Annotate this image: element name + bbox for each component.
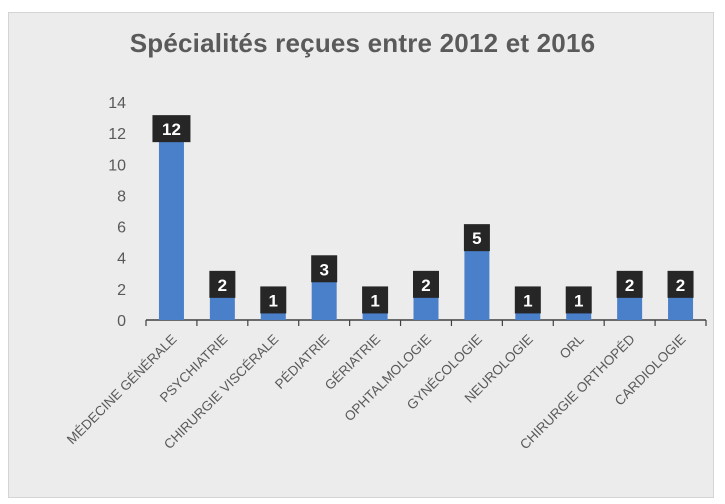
y-tick-label: 6 [117, 220, 126, 237]
data-label: 2 [625, 276, 634, 295]
data-label: 1 [370, 291, 379, 310]
data-label-box [209, 270, 236, 298]
y-tick-label: 2 [117, 282, 126, 299]
y-tick-label: 12 [108, 126, 126, 143]
y-tick-label: 4 [117, 251, 126, 268]
x-category-label: ORL [557, 331, 588, 362]
data-label-box [463, 224, 490, 252]
data-label: 5 [472, 229, 481, 248]
y-tick-label: 14 [108, 95, 126, 112]
y-tick-label: 0 [117, 313, 126, 330]
y-tick-label: 10 [108, 157, 126, 174]
data-label-box [311, 255, 338, 283]
bar [464, 242, 490, 320]
chart-area [8, 12, 714, 498]
data-label: 2 [218, 276, 227, 295]
data-label: 1 [574, 291, 583, 310]
data-label: 2 [676, 276, 685, 295]
data-label: 12 [162, 120, 181, 139]
data-label-box [362, 286, 389, 314]
data-label: 1 [269, 291, 278, 310]
data-label: 2 [421, 276, 430, 295]
data-label-box [413, 270, 439, 298]
data-label-box [514, 286, 541, 314]
x-category-label: OPHTALMOLOGIE [341, 332, 434, 425]
chart-title: Spécialités reçues entre 2012 et 2016 [129, 28, 596, 58]
data-label: 3 [319, 260, 328, 279]
data-label-box [616, 270, 643, 298]
data-label-box [260, 286, 287, 314]
data-label-box [152, 115, 191, 143]
bar [158, 133, 184, 320]
data-label-box [565, 286, 592, 314]
data-label-box [667, 270, 694, 298]
y-tick-label: 8 [117, 188, 126, 205]
data-label: 1 [523, 291, 532, 310]
